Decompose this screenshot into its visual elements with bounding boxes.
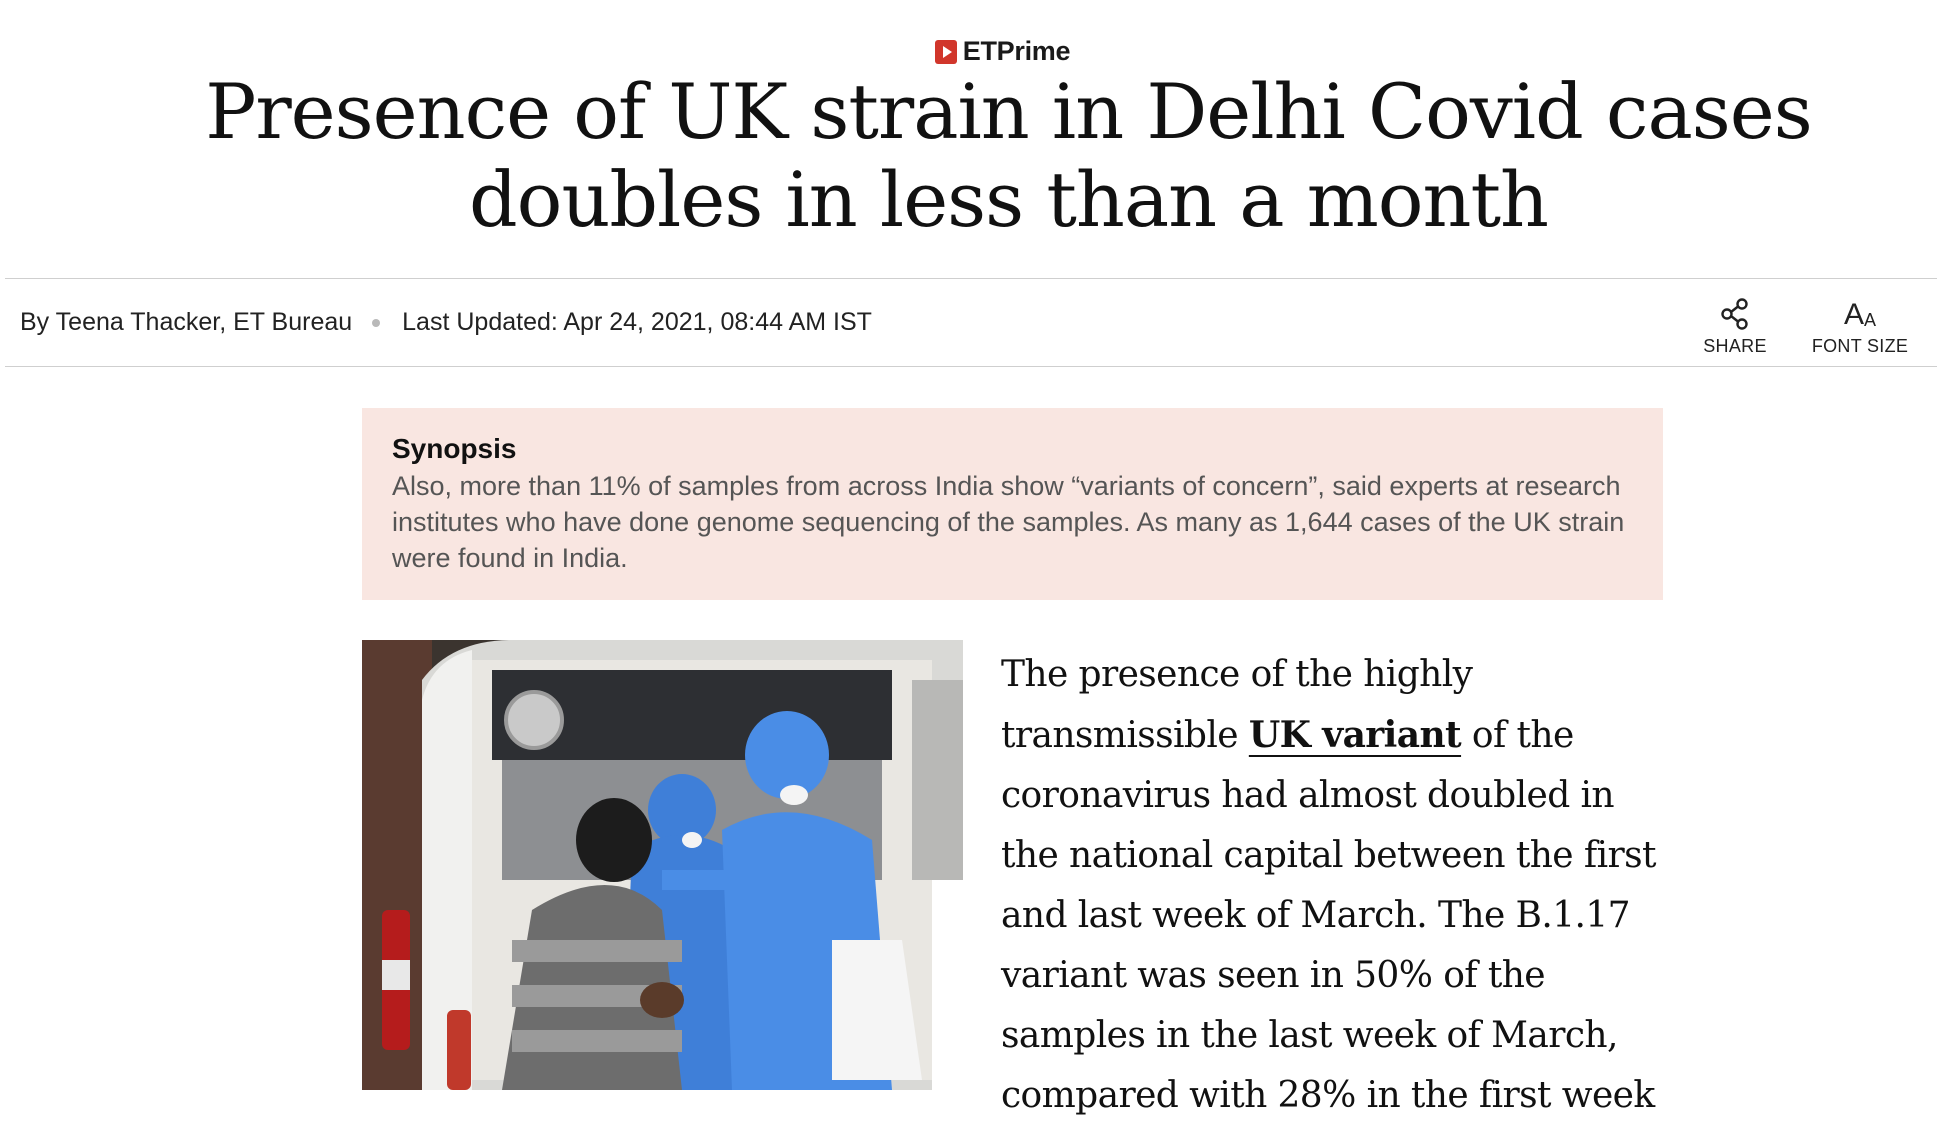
font-size-button[interactable]: A A FONT SIZE [1810,294,1910,357]
meta-divider-top [5,278,1937,279]
share-button[interactable]: SHARE [1700,294,1770,357]
font-size-icon: A A [1810,294,1910,331]
share-icon [1721,298,1748,330]
font-size-label: FONT SIZE [1811,336,1909,356]
share-label: SHARE [1703,336,1767,356]
font-glyph-small: A [1864,310,1877,330]
uk-variant-link[interactable]: UK variant [1248,714,1462,756]
separator-dot [372,318,381,327]
synopsis-text: Also, more than 11% of samples from acro… [392,471,1625,573]
article-meta: By Teena Thacker, ET Bureau Last Updated… [20,308,872,337]
body-intro: The presence of the highly transmissible [1001,654,1473,756]
author-byline: By Teena Thacker, ET Bureau [20,308,353,336]
brand-name: ETPrime [962,36,1071,66]
body-rest: of the coronavirus had almost doubled in… [1001,715,1656,1116]
synopsis-title: Synopsis [392,433,517,464]
article-photo [362,640,963,1090]
play-icon [934,39,957,64]
last-updated: Last Updated: Apr 24, 2021, 08:44 AM IST [402,308,872,336]
etprime-logo[interactable]: ETPrime [0,36,1937,67]
font-glyph-large: A [1843,298,1864,331]
article-body: The presence of the highly transmissible… [1001,645,1661,1133]
meta-divider-bottom [5,366,1937,367]
synopsis-box: Synopsis Also, more than 11% of samples … [362,408,1663,600]
article-headline: Presence of UK strain in Delhi Covid cas… [205,67,1813,244]
